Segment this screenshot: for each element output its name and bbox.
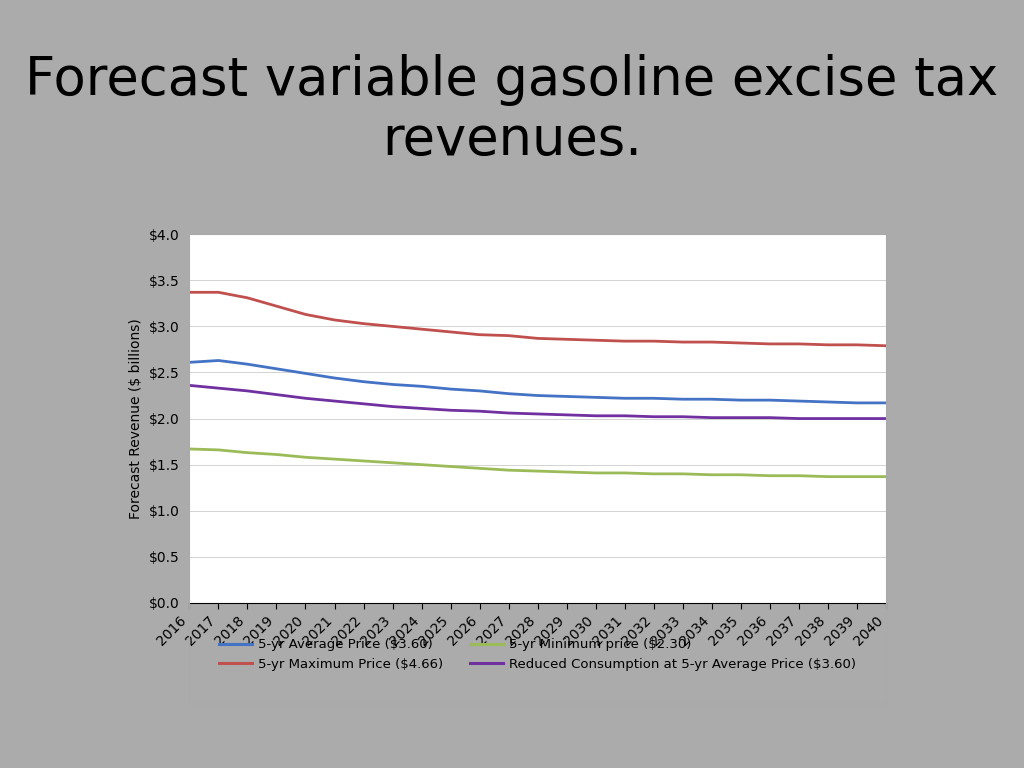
- Text: Forecast variable gasoline excise tax
revenues.: Forecast variable gasoline excise tax re…: [26, 54, 998, 166]
- Y-axis label: Forecast Revenue ($ billions): Forecast Revenue ($ billions): [129, 318, 143, 519]
- Legend: 5-yr Average Price ($3.60), 5-yr Maximum Price ($4.66), 5-yr Minimum price ($2.3: 5-yr Average Price ($3.60), 5-yr Maximum…: [212, 632, 863, 677]
